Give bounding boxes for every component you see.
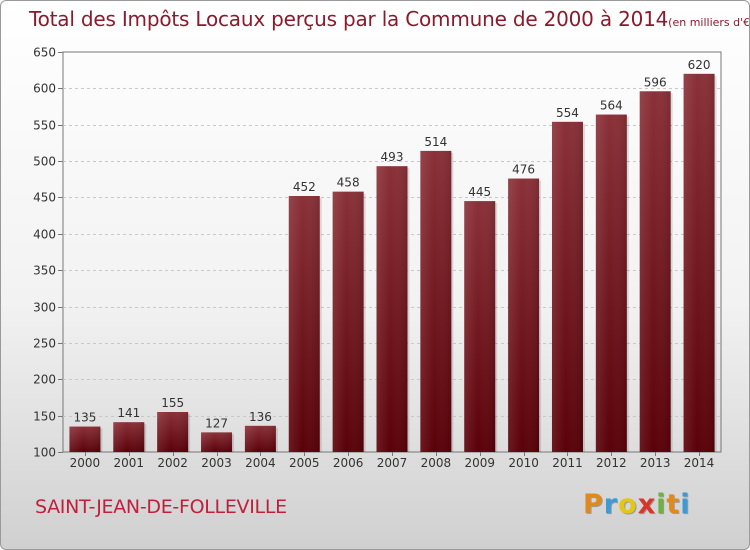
bar-shine	[113, 422, 145, 452]
bar-shine	[683, 73, 715, 453]
x-tick-label: 2001	[114, 456, 145, 470]
data-label-2000: 135	[73, 411, 96, 425]
logo-letter: i	[656, 489, 667, 520]
chart-unit: (en milliers d'€)	[668, 16, 750, 29]
data-label-2013: 596	[644, 75, 667, 89]
bar-shine	[332, 191, 364, 453]
x-tick-label: 2012	[596, 456, 627, 470]
y-tick-label: 450	[33, 191, 56, 205]
bar-shine	[376, 166, 408, 452]
x-tick-label: 2006	[333, 456, 364, 470]
y-tick-label: 350	[33, 264, 56, 278]
x-tick-label: 2014	[684, 456, 715, 470]
y-tick-label: 200	[33, 373, 56, 387]
bar-shine	[244, 425, 276, 452]
data-label-2005: 452	[293, 180, 316, 194]
chart-title-text: Total des Impôts Locaux perçus par la Co…	[29, 7, 669, 31]
data-label-2011: 554	[556, 106, 579, 120]
x-tick-label: 2011	[552, 456, 583, 470]
data-label-2008: 514	[424, 135, 447, 149]
data-label-2004: 136	[249, 410, 272, 424]
bar-shine	[508, 178, 540, 452]
y-tick-label: 250	[33, 337, 56, 351]
labels-layer: 100 150 200 250 300 350 400 450 500 550 600 650 135 2…	[33, 46, 714, 471]
proxiti-logo: Proxiti	[583, 489, 691, 520]
logo-letter: P	[583, 489, 604, 520]
y-tick-label: 500	[33, 155, 56, 169]
x-tick-label: 2005	[289, 456, 320, 470]
x-tick-label: 2002	[157, 456, 188, 470]
x-tick-label: 2008	[421, 456, 452, 470]
bar-shine	[420, 150, 452, 452]
bar-shine	[464, 201, 496, 452]
commune-name: SAINT-JEAN-DE-FOLLEVILLE	[35, 496, 287, 518]
x-tick-label: 2007	[377, 456, 408, 470]
data-label-2014: 620	[688, 58, 711, 72]
y-tick-label: 550	[33, 119, 56, 133]
logo-letter: t	[666, 489, 681, 520]
bar-shine	[288, 196, 320, 452]
x-tick-label: 2013	[640, 456, 671, 470]
x-tick-label: 2004	[245, 456, 276, 470]
y-tick-label: 400	[33, 228, 56, 242]
x-tick-label: 2000	[70, 456, 101, 470]
data-label-2002: 155	[161, 396, 184, 410]
x-tick-label: 2009	[464, 456, 495, 470]
data-label-2010: 476	[512, 163, 535, 177]
data-label-2009: 445	[468, 185, 491, 199]
data-label-2003: 127	[205, 416, 228, 430]
bar-shine	[639, 91, 671, 452]
x-tick-label: 2010	[508, 456, 539, 470]
bar-shine	[157, 412, 189, 452]
data-label-2006: 458	[337, 176, 360, 190]
bar-shine	[69, 426, 101, 452]
y-tick-label: 650	[33, 46, 56, 60]
data-label-2007: 493	[381, 150, 404, 164]
logo-letter: r	[603, 489, 619, 520]
chart-title: Total des Impôts Locaux perçus par la Co…	[29, 7, 750, 31]
y-tick-label: 600	[33, 82, 56, 96]
bars-layer	[69, 73, 717, 453]
logo-letter: x	[637, 489, 657, 520]
y-tick-label: 150	[33, 410, 56, 424]
y-tick-label: 300	[33, 301, 56, 315]
logo-letter: o	[618, 489, 638, 520]
x-tick-label: 2003	[201, 456, 232, 470]
bar-shine	[595, 114, 627, 452]
y-tick-label: 100	[33, 446, 56, 460]
data-label-2001: 141	[117, 406, 140, 420]
bar-shine	[201, 432, 233, 452]
bar-shine	[551, 121, 583, 453]
data-label-2012: 564	[600, 99, 623, 113]
logo-letter: i	[680, 489, 691, 520]
